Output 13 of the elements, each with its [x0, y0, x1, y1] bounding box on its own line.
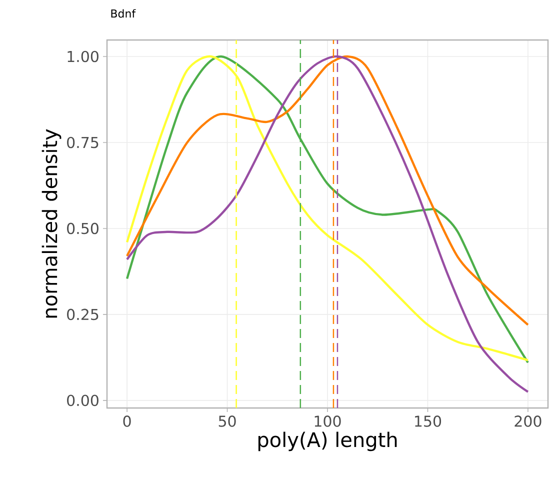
x-tick-label: 100 — [314, 416, 341, 427]
chart-title: Bdnf — [111, 9, 136, 18]
y-tick-label: 0.00 — [67, 394, 98, 406]
x-tick-label: 200 — [514, 416, 542, 427]
x-axis-title: poly(A) length — [258, 432, 397, 452]
x-tick-label: 0 — [123, 416, 131, 427]
x-tick-label: 50 — [218, 416, 236, 427]
x-tick-label: 150 — [415, 416, 442, 427]
y-tick-label: 1.00 — [68, 50, 98, 62]
y-tick-label: 0.25 — [67, 308, 98, 320]
y-tick-label: 0.50 — [67, 222, 98, 234]
y-axis-title: normalized density — [42, 129, 62, 318]
y-tick-label: 0.75 — [67, 136, 98, 148]
